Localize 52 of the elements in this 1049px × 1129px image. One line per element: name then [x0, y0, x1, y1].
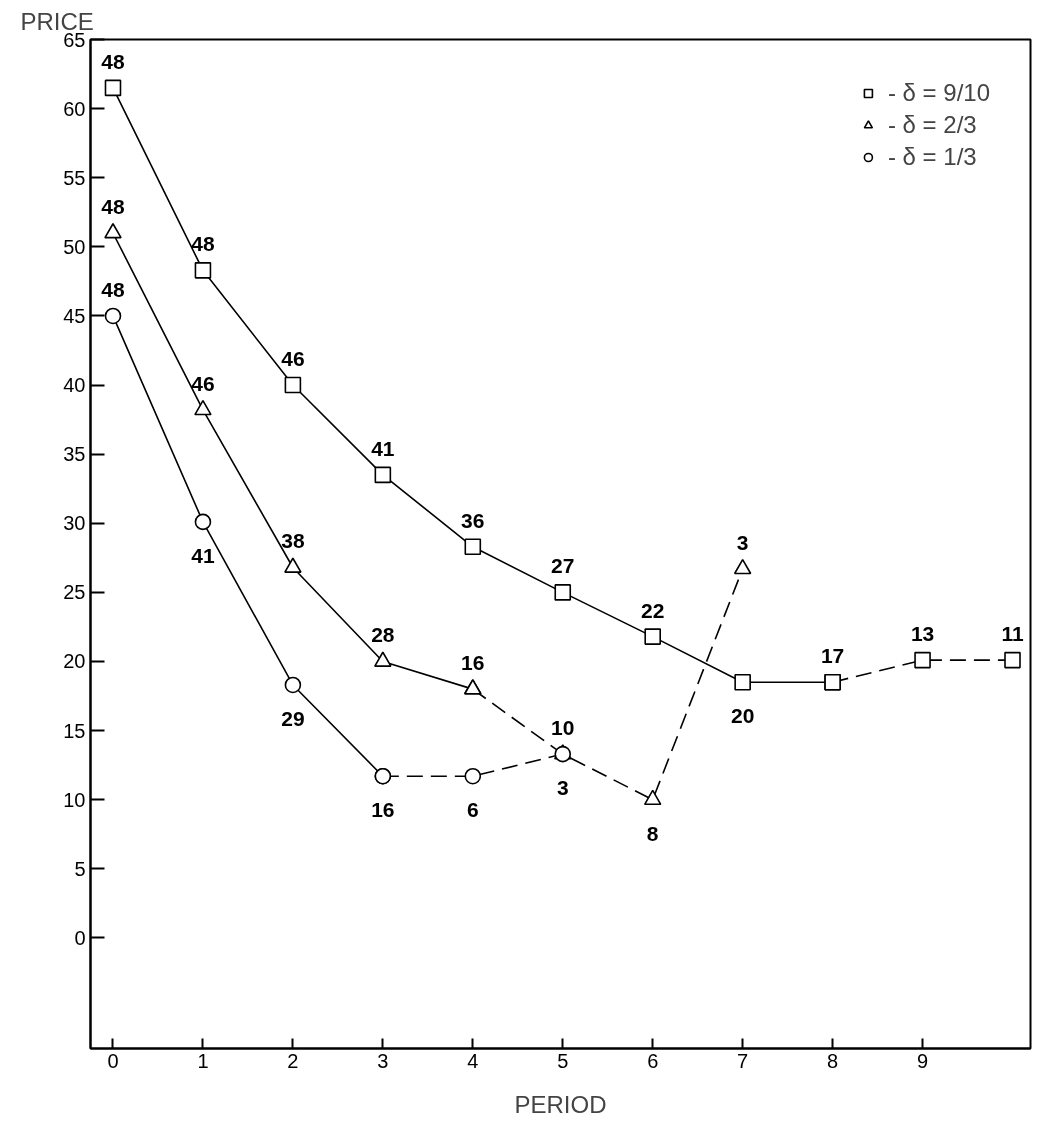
- x-tick-label: 8: [827, 1049, 839, 1072]
- y-tick-label: 50: [63, 235, 86, 258]
- annotation: 48: [191, 232, 215, 256]
- y-tick-label: 30: [63, 512, 86, 535]
- annotation: 48: [101, 49, 125, 73]
- x-tick-label: 2: [287, 1049, 299, 1072]
- x-axis-title: PERIOD: [514, 1090, 607, 1118]
- annotation: 41: [371, 436, 395, 460]
- y-tick-label: 0: [74, 926, 86, 949]
- annotation: 16: [461, 651, 485, 675]
- x-tick-label: 0: [107, 1049, 119, 1072]
- x-tick-label: 6: [647, 1049, 659, 1072]
- annotation: 6: [466, 798, 479, 822]
- x-tick-label: 4: [467, 1049, 479, 1072]
- annotation: 8: [646, 821, 659, 845]
- legend-label: - δ = 1/3: [887, 143, 977, 171]
- x-tick-label: 5: [557, 1049, 569, 1072]
- y-tick-label: 35: [63, 443, 86, 466]
- x-tick-label: 9: [917, 1049, 929, 1072]
- annotation: 3: [556, 776, 569, 800]
- annotation: 11: [1001, 622, 1024, 646]
- annotation: 13: [910, 622, 935, 646]
- x-tick-label: 3: [377, 1049, 389, 1072]
- annotation: 10: [551, 716, 575, 740]
- annotation: 41: [191, 543, 215, 567]
- y-tick-label: 60: [63, 97, 86, 120]
- y-tick-label: 20: [63, 650, 86, 673]
- y-tick-label: 10: [63, 788, 86, 811]
- x-tick-label: 7: [737, 1049, 749, 1072]
- legend-label: - δ = 2/3: [887, 111, 977, 139]
- annotation: 27: [551, 554, 575, 578]
- y-tick-label: 5: [74, 857, 86, 880]
- y-tick-label: 45: [63, 304, 86, 327]
- annotation: 36: [461, 508, 485, 532]
- annotation: 29: [281, 706, 305, 730]
- y-tick-label: 55: [63, 166, 86, 189]
- annotation: 38: [281, 529, 305, 553]
- annotation: 20: [730, 704, 755, 728]
- annotation: 22: [641, 598, 665, 622]
- annotation: 17: [820, 644, 845, 668]
- annotation: 28: [371, 623, 395, 647]
- annotation: 46: [191, 371, 215, 395]
- y-tick-label: 15: [63, 719, 86, 742]
- annotation: 48: [101, 195, 125, 219]
- x-tick-label: 1: [197, 1049, 209, 1072]
- annotation: 48: [101, 277, 125, 301]
- annotation: 46: [281, 347, 305, 371]
- legend-label: - δ = 9/10: [887, 79, 990, 107]
- annotation: 16: [371, 798, 395, 822]
- y-tick-label: 40: [63, 374, 86, 397]
- y-tick-label: 25: [63, 581, 86, 604]
- annotation: 3: [736, 530, 749, 554]
